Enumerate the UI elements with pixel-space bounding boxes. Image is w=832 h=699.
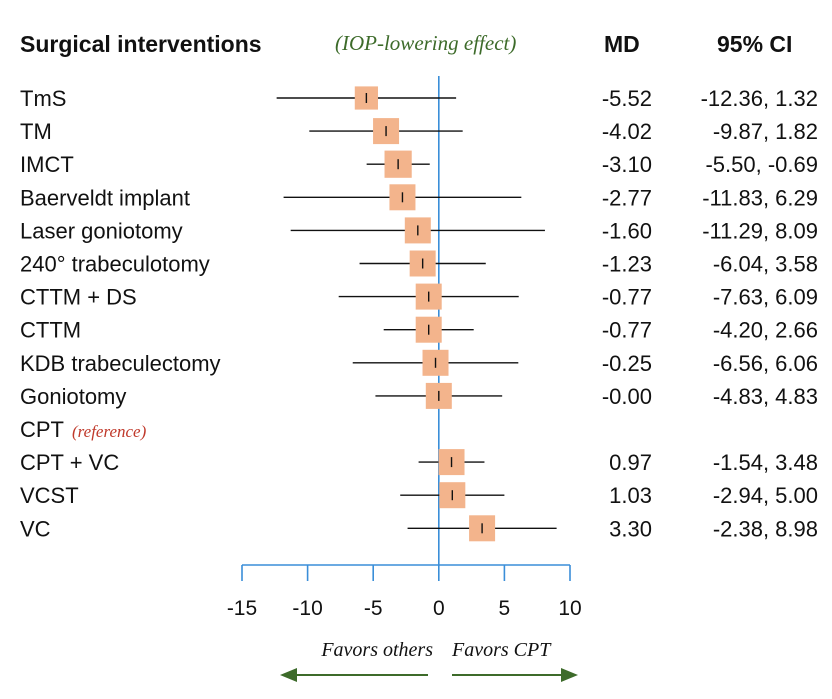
md-value: -5.52 <box>602 86 652 111</box>
ci-value: -2.94, 5.00 <box>713 483 818 508</box>
forest-row: TM -4.02 -9.87, 1.82 <box>20 118 818 144</box>
forest-row: CPT + VC 0.97 -1.54, 3.48 <box>20 449 818 475</box>
md-value: -0.77 <box>602 318 652 343</box>
md-value: 0.97 <box>609 450 652 475</box>
favors-cpt-label: Favors CPT <box>451 639 552 661</box>
row-label: Laser goniotomy <box>20 218 183 243</box>
ci-value: -1.54, 3.48 <box>713 450 818 475</box>
forest-row: CPT (reference) <box>20 417 147 442</box>
forest-row: Goniotomy -0.00 -4.83, 4.83 <box>20 383 818 409</box>
row-label: TmS <box>20 86 66 111</box>
forest-rows: TmS -5.52 -12.36, 1.32 TM -4.02 -9.87, 1.82 IM… <box>20 86 818 541</box>
ci-value: -11.29, 8.09 <box>702 218 818 243</box>
ci-value: -4.20, 2.66 <box>713 318 818 343</box>
header-interventions: Surgical interventions <box>20 31 262 57</box>
forest-row: VC 3.30 -2.38, 8.98 <box>20 515 818 541</box>
row-label: CPT <box>20 417 64 442</box>
ci-value: -12.36, 1.32 <box>701 86 818 111</box>
x-tick-label: 10 <box>558 597 581 620</box>
row-label: Goniotomy <box>20 384 126 409</box>
row-label: VCST <box>20 483 79 508</box>
md-value: 1.03 <box>609 483 652 508</box>
md-value: 3.30 <box>609 516 652 541</box>
forest-row: TmS -5.52 -12.36, 1.32 <box>20 86 818 111</box>
x-tick-label: -10 <box>292 597 322 620</box>
forest-row: Laser goniotomy -1.60 -11.29, 8.09 <box>20 217 818 243</box>
md-value: -0.25 <box>602 351 652 376</box>
ci-value: -11.83, 6.29 <box>702 185 818 210</box>
x-tick-label: -15 <box>227 597 257 620</box>
md-value: -0.00 <box>602 384 652 409</box>
x-axis: -15 -10 -5 0 5 10 <box>227 565 582 620</box>
reference-note: (reference) <box>72 422 147 441</box>
row-label: KDB trabeculectomy <box>20 351 221 376</box>
favors-cpt-arrowhead <box>561 668 578 682</box>
row-label: IMCT <box>20 152 74 177</box>
row-label: VC <box>20 516 51 541</box>
x-tick-label: 0 <box>433 597 445 620</box>
forest-row: Baerveldt implant -2.77 -11.83, 6.29 <box>20 184 818 210</box>
md-value: -1.23 <box>602 252 652 277</box>
row-label: Baerveldt implant <box>20 185 190 210</box>
md-value: -4.02 <box>602 119 652 144</box>
md-value: -1.60 <box>602 218 652 243</box>
forest-row: CTTM -0.77 -4.20, 2.66 <box>20 317 818 343</box>
forest-row: 240° trabeculotomy -1.23 -6.04, 3.58 <box>20 251 818 277</box>
row-label: CPT + VC <box>20 450 119 475</box>
row-label: CTTM <box>20 318 81 343</box>
x-tick-label: -5 <box>364 597 383 620</box>
ci-value: -7.63, 6.09 <box>713 285 818 310</box>
favors-others-label: Favors others <box>320 639 433 661</box>
favors-others-arrowhead <box>280 668 297 682</box>
favors-arrows <box>280 668 578 682</box>
ci-value: -9.87, 1.82 <box>713 119 818 144</box>
md-value: -2.77 <box>602 185 652 210</box>
ci-value: -6.04, 3.58 <box>713 252 818 277</box>
ci-value: -6.56, 6.06 <box>713 351 818 376</box>
forest-plot-figure: Surgical interventions (IOP-lowering eff… <box>0 0 832 694</box>
row-label: CTTM + DS <box>20 285 137 310</box>
row-label: 240° trabeculotomy <box>20 252 210 277</box>
forest-plot: Surgical interventions (IOP-lowering eff… <box>0 0 832 694</box>
ci-value: -5.50, -0.69 <box>705 152 818 177</box>
x-tick-label: 5 <box>499 597 511 620</box>
header-ci: 95% CI <box>717 31 792 57</box>
ci-value: -4.83, 4.83 <box>713 384 818 409</box>
ci-value: -2.38, 8.98 <box>713 516 818 541</box>
forest-row: IMCT -3.10 -5.50, -0.69 <box>20 151 818 178</box>
md-value: -3.10 <box>602 152 652 177</box>
header-effect: (IOP-lowering effect) <box>335 31 516 55</box>
forest-row: CTTM + DS -0.77 -7.63, 6.09 <box>20 284 818 310</box>
row-label: TM <box>20 119 52 144</box>
md-value: -0.77 <box>602 285 652 310</box>
forest-row: VCST 1.03 -2.94, 5.00 <box>20 482 818 508</box>
header-md: MD <box>604 31 640 57</box>
forest-row: KDB trabeculectomy -0.25 -6.56, 6.06 <box>20 350 818 376</box>
